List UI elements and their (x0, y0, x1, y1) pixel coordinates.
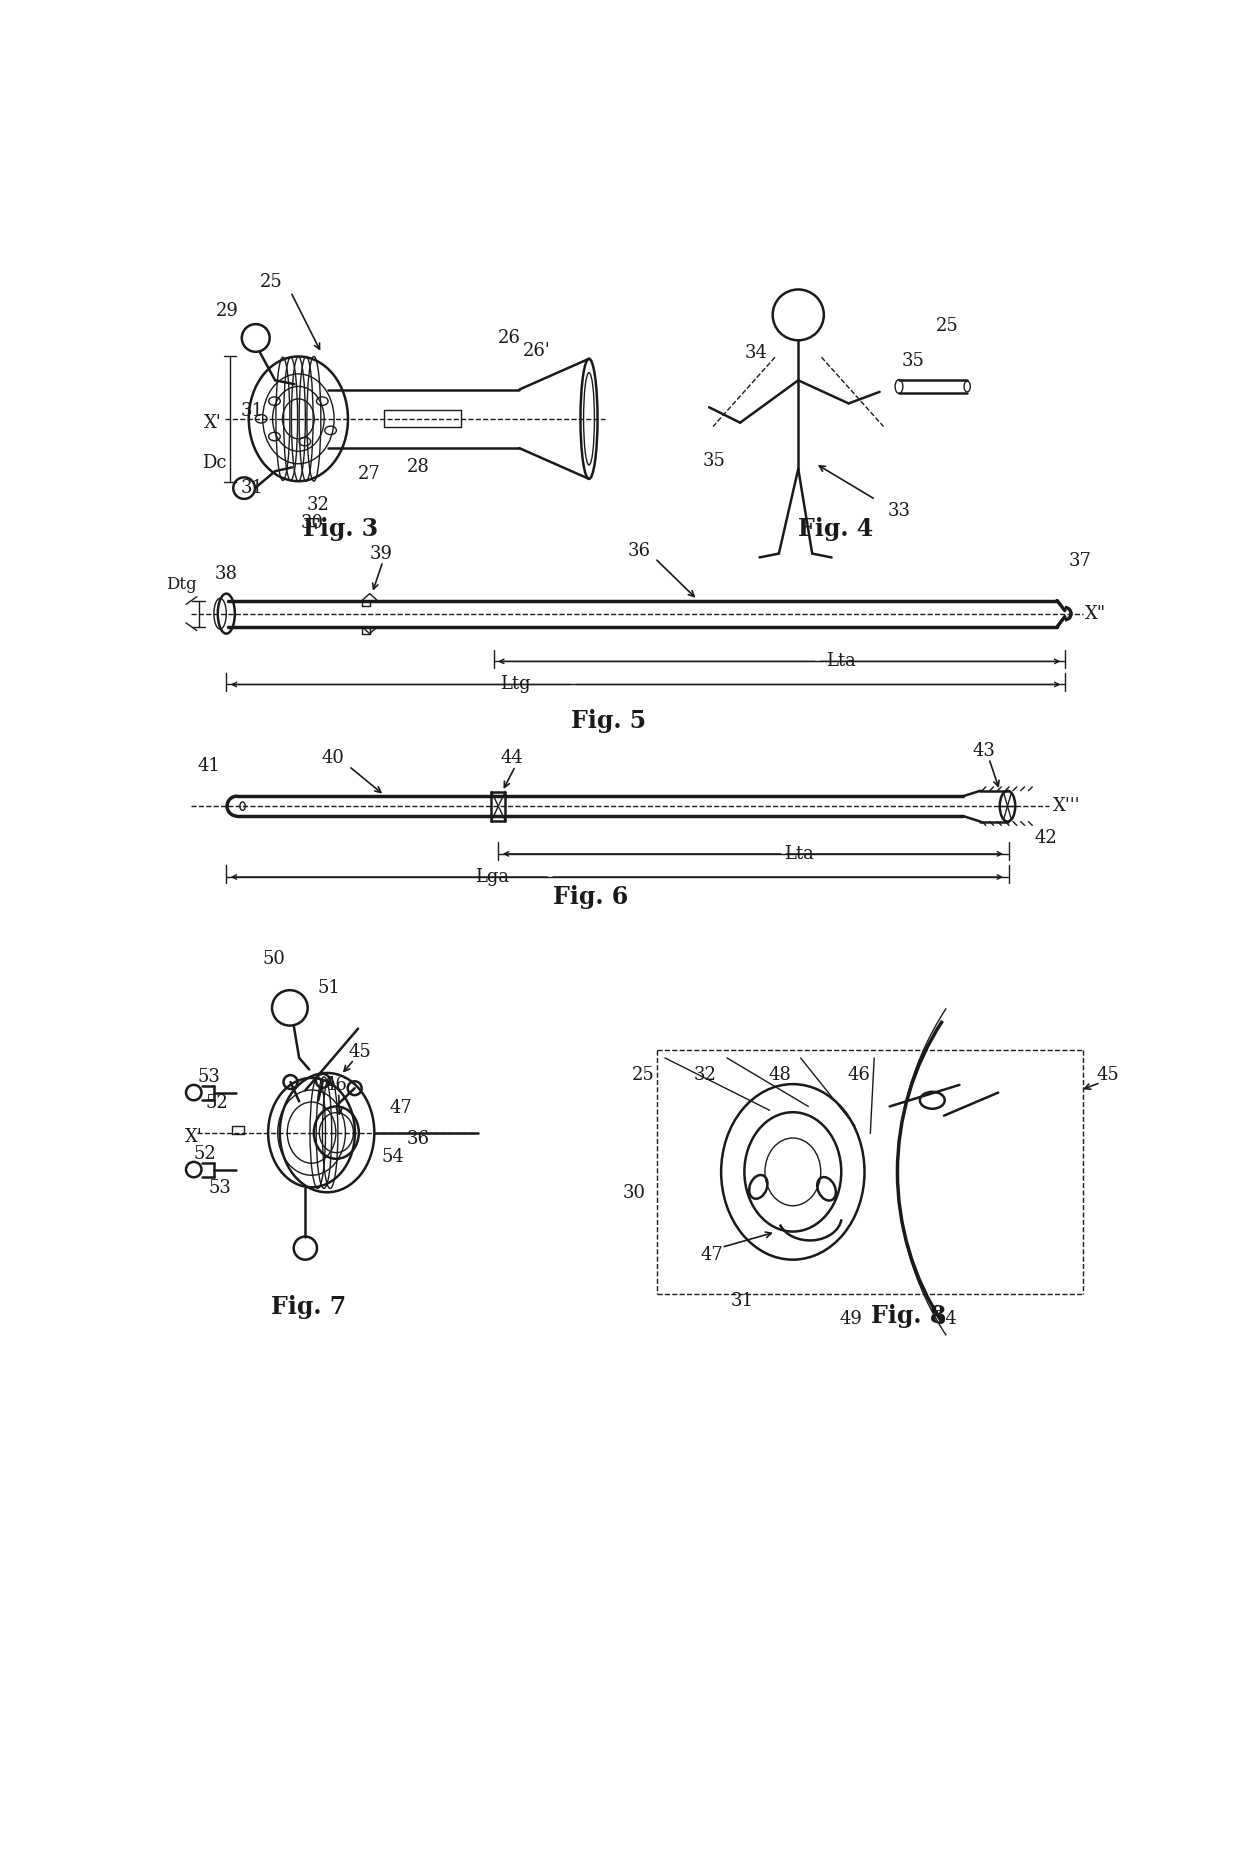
Text: 36: 36 (627, 541, 651, 560)
Text: 54: 54 (935, 1311, 957, 1327)
Text: 41: 41 (198, 756, 221, 775)
Text: 52: 52 (193, 1146, 216, 1162)
Text: 35: 35 (901, 352, 924, 371)
Text: 31: 31 (241, 478, 263, 497)
Text: 32: 32 (694, 1066, 717, 1085)
Text: Ltg: Ltg (500, 675, 531, 693)
Text: 27: 27 (358, 465, 381, 484)
Text: Lta: Lta (826, 653, 856, 671)
Text: X''': X''' (1053, 797, 1080, 816)
Text: 47: 47 (701, 1246, 723, 1264)
Text: Fig. 3: Fig. 3 (304, 517, 378, 541)
Text: 45: 45 (348, 1042, 371, 1060)
Text: Fig. 5: Fig. 5 (570, 710, 646, 734)
Text: 51: 51 (317, 979, 340, 997)
Text: 30: 30 (622, 1185, 646, 1203)
Text: 25: 25 (260, 273, 283, 291)
Text: 53: 53 (198, 1068, 221, 1086)
Text: 43: 43 (973, 742, 996, 760)
Text: 33: 33 (888, 502, 910, 521)
Text: Lga: Lga (475, 868, 510, 886)
Text: 40: 40 (322, 749, 345, 768)
Text: Dtg: Dtg (166, 577, 197, 593)
Text: 31: 31 (241, 402, 263, 421)
Text: 38: 38 (215, 565, 238, 582)
Text: 49: 49 (839, 1311, 862, 1327)
Text: 34: 34 (744, 345, 768, 362)
Text: 32: 32 (306, 497, 329, 514)
Text: 46: 46 (847, 1066, 870, 1085)
Text: 30: 30 (301, 514, 324, 532)
Text: 52: 52 (206, 1094, 228, 1112)
Text: Fig. 8: Fig. 8 (870, 1303, 946, 1327)
Text: Dc: Dc (202, 454, 227, 473)
Text: 26: 26 (497, 328, 521, 347)
Text: 46: 46 (325, 1075, 347, 1094)
Text: 25: 25 (936, 317, 959, 336)
Text: Fig. 4: Fig. 4 (797, 517, 873, 541)
Text: 31: 31 (730, 1292, 754, 1311)
Text: 50: 50 (263, 951, 285, 968)
Text: 45: 45 (1097, 1066, 1120, 1085)
Text: Fig. 7: Fig. 7 (270, 1294, 346, 1318)
Text: 42: 42 (1035, 829, 1058, 847)
Text: 35: 35 (703, 452, 725, 471)
Text: Lta: Lta (784, 845, 813, 862)
Text: 26': 26' (523, 343, 551, 360)
Text: 54: 54 (382, 1148, 404, 1166)
Text: 28: 28 (407, 458, 430, 476)
Text: X": X" (1085, 604, 1106, 623)
Text: 36: 36 (407, 1129, 430, 1148)
Text: 29: 29 (216, 302, 238, 321)
Text: X': X' (205, 413, 222, 432)
Text: X': X' (185, 1129, 202, 1146)
Text: 47: 47 (389, 1099, 412, 1116)
Text: 44: 44 (501, 749, 523, 768)
Text: Fig. 6: Fig. 6 (553, 884, 629, 908)
Text: 53: 53 (208, 1179, 232, 1198)
Text: 25: 25 (632, 1066, 655, 1085)
Text: 37: 37 (1069, 552, 1091, 571)
Text: 48: 48 (769, 1066, 791, 1085)
Text: 39: 39 (370, 545, 393, 562)
